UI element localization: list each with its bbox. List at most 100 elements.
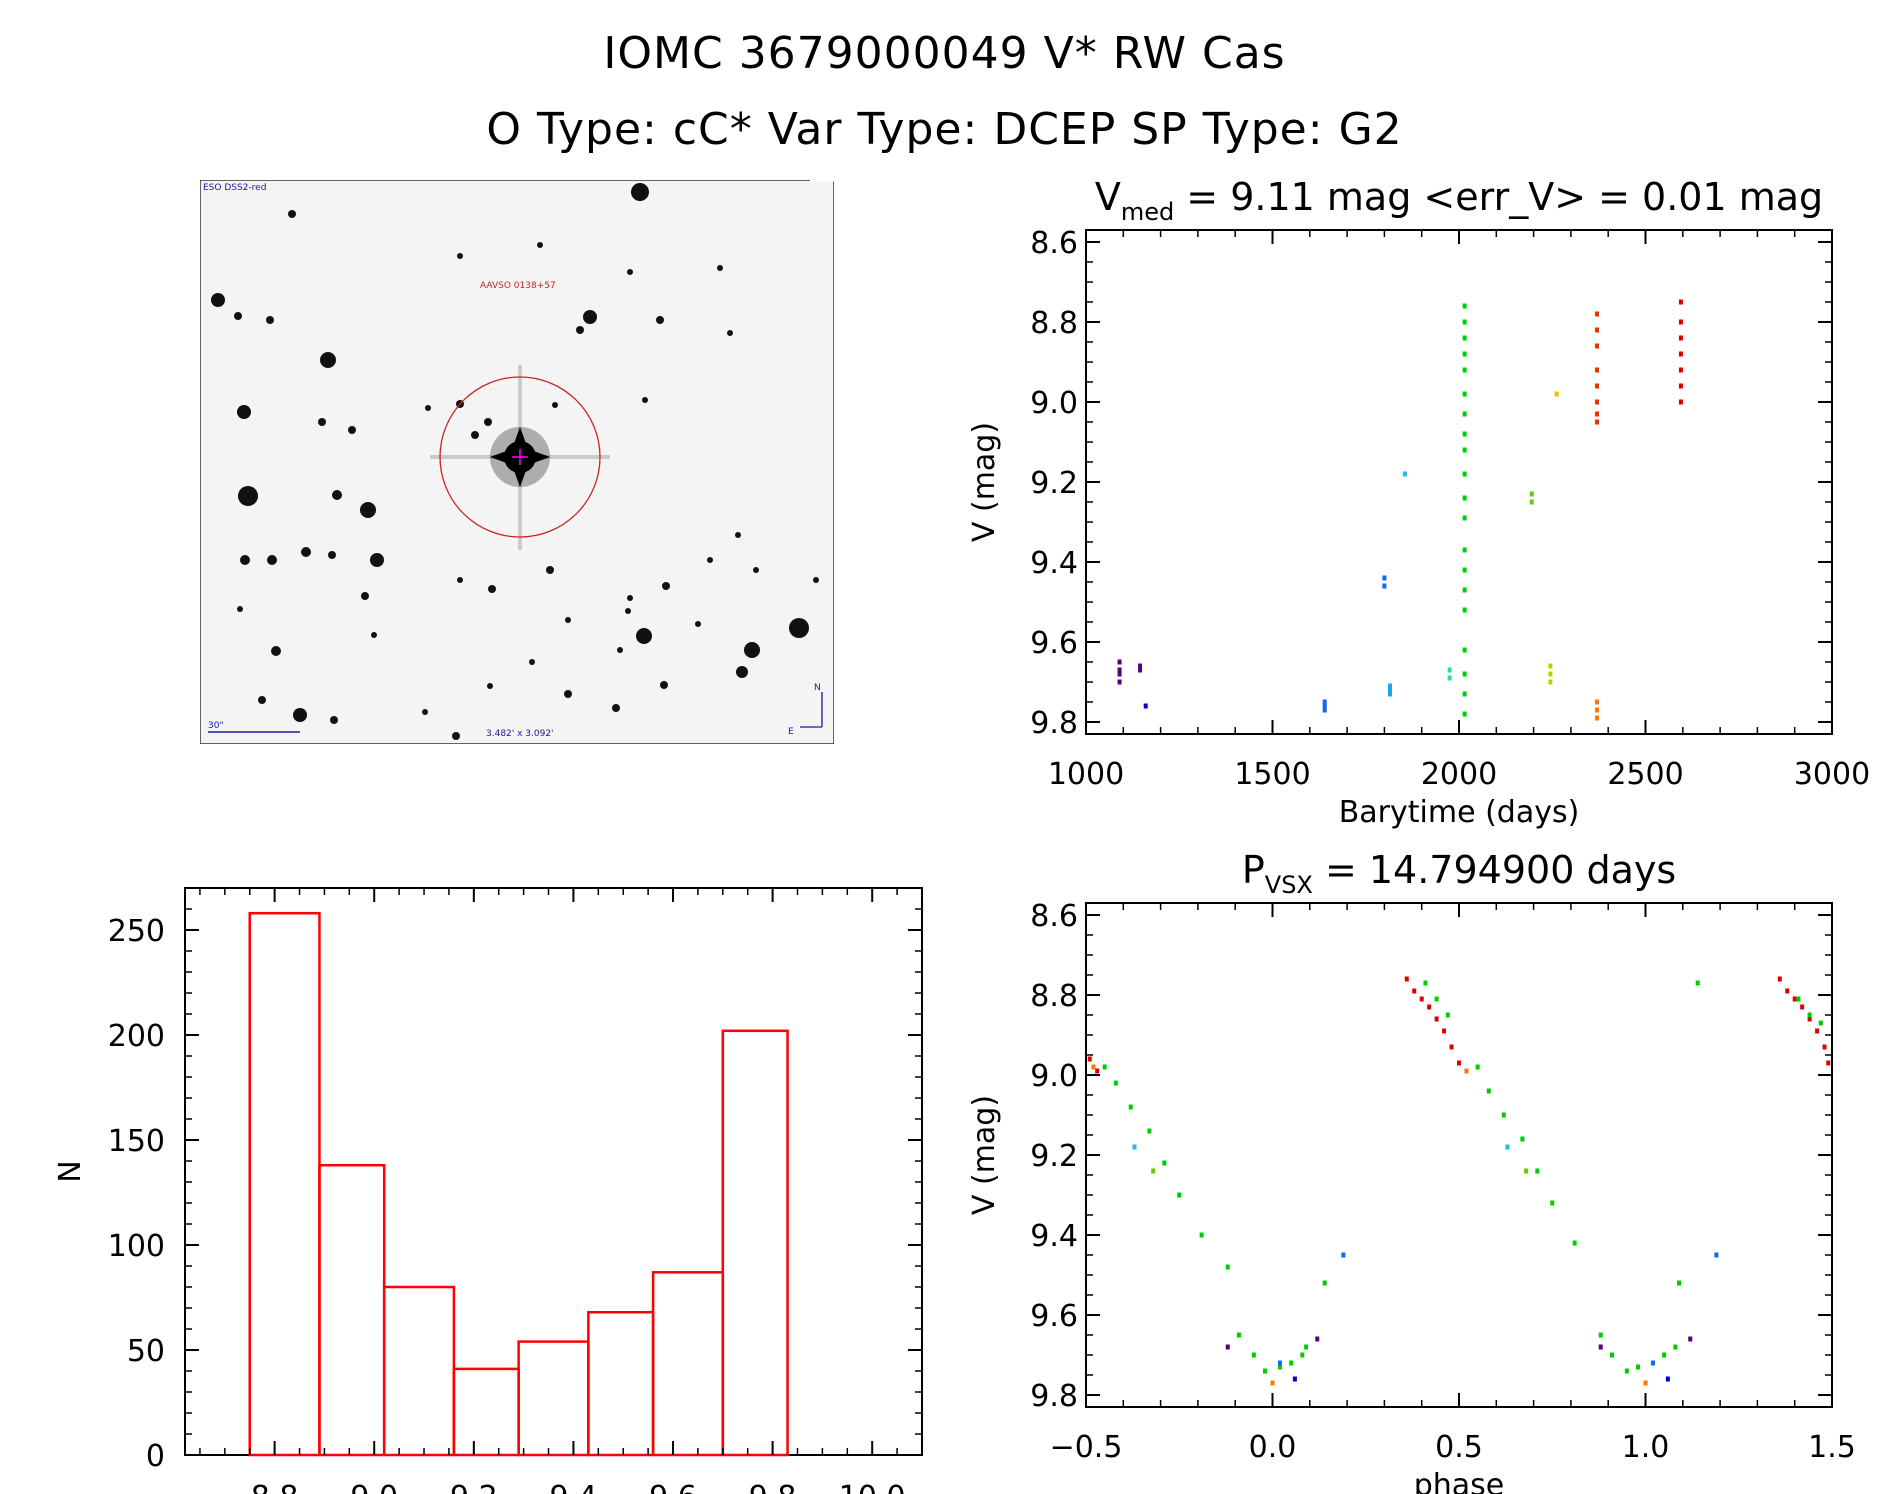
x-axis-label: phase	[1414, 1468, 1505, 1494]
star-icon	[546, 566, 554, 574]
star-icon	[330, 716, 338, 724]
y-tick-label: 9.8	[1030, 1379, 1078, 1414]
data-point	[1462, 319, 1467, 325]
data-point	[1678, 319, 1683, 325]
data-point	[1598, 1332, 1603, 1338]
data-point	[1688, 1336, 1693, 1342]
histogram-bar	[382, 1285, 456, 1457]
data-point	[1678, 335, 1683, 341]
star-icon	[631, 183, 649, 201]
data-point	[1595, 399, 1600, 405]
data-point	[1800, 1004, 1805, 1010]
star-icon	[457, 577, 463, 583]
star-icon	[627, 595, 633, 601]
data-point	[1785, 988, 1790, 994]
star-icon	[552, 402, 558, 408]
star-icon	[735, 532, 741, 538]
star-icon	[537, 242, 543, 248]
star-icon	[328, 551, 336, 559]
y-tick-label: 9.0	[1030, 386, 1078, 421]
data-point	[1535, 1168, 1540, 1174]
data-point	[1095, 1068, 1100, 1074]
y-tick-label: 8.8	[1030, 306, 1078, 341]
data-point	[1147, 1128, 1152, 1134]
data-point	[1132, 1144, 1137, 1150]
data-point	[1595, 343, 1600, 349]
star-icon	[707, 557, 713, 563]
y-tick-label: 9.2	[1030, 1139, 1078, 1174]
data-point	[1598, 1344, 1603, 1350]
y-tick-label: 9.0	[1030, 1059, 1078, 1094]
data-point	[1434, 1016, 1439, 1022]
histogram-bar	[517, 1340, 590, 1457]
data-point	[1225, 1344, 1230, 1350]
data-point	[1550, 1200, 1555, 1206]
data-point	[1501, 1112, 1506, 1118]
data-point	[1462, 515, 1467, 521]
data-point	[1777, 976, 1782, 982]
plot-frame	[1085, 902, 1833, 1408]
data-point	[1650, 1360, 1655, 1366]
star-icon	[471, 431, 479, 439]
data-point	[1225, 1264, 1230, 1270]
finder-chart: ESO DSS2-red AAVSO 0138+57 30" 3.482' x …	[200, 180, 834, 744]
data-point	[1595, 707, 1600, 713]
star-icon	[642, 397, 648, 403]
y-axis-label: N	[53, 1160, 88, 1182]
y-tick-label: 150	[108, 1124, 165, 1159]
star-icon	[789, 618, 809, 638]
star-icon	[727, 330, 733, 336]
histogram-bar	[318, 1163, 386, 1457]
data-point	[1572, 1240, 1577, 1246]
data-point	[1447, 675, 1452, 681]
data-point	[1714, 1252, 1719, 1258]
data-point	[1677, 1280, 1682, 1286]
data-point	[1128, 1104, 1133, 1110]
data-point	[1462, 495, 1467, 501]
data-point	[1462, 391, 1467, 397]
data-point	[1404, 976, 1409, 982]
histogram-bar	[587, 1310, 655, 1457]
data-point	[1595, 383, 1600, 389]
star-icon	[744, 642, 760, 658]
data-point	[1117, 679, 1122, 685]
star-icon	[361, 592, 369, 600]
data-point	[1315, 1336, 1320, 1342]
star-icon	[422, 709, 428, 715]
data-point	[1529, 491, 1534, 497]
x-tick-label: 9.4	[550, 1480, 598, 1494]
star-icon	[457, 253, 463, 259]
data-point	[1442, 1028, 1447, 1034]
star-icon	[370, 553, 384, 567]
histogram-bar	[452, 1367, 520, 1457]
x-tick-label: −0.5	[1050, 1430, 1123, 1465]
data-point	[1300, 1352, 1305, 1358]
star-icon	[360, 502, 376, 518]
histogram-chart: 8.89.09.29.49.69.810.0050100150200250V (…	[53, 887, 923, 1494]
plot-frame	[1085, 229, 1833, 735]
star-icon	[660, 681, 668, 689]
data-point	[1678, 383, 1683, 389]
data-point	[1117, 667, 1122, 673]
star-icon	[332, 490, 342, 500]
x-tick-label: 9.2	[450, 1480, 498, 1494]
star-icon	[267, 555, 277, 565]
data-point	[1251, 1352, 1256, 1358]
data-point	[1464, 1068, 1469, 1074]
data-point	[1138, 663, 1143, 669]
histogram-bar	[651, 1271, 725, 1457]
x-tick-label: 10.0	[839, 1480, 906, 1494]
data-point	[1678, 299, 1683, 305]
data-point	[1486, 1088, 1491, 1094]
star-field	[211, 183, 819, 740]
data-point	[1277, 1360, 1282, 1366]
fov-label: 3.482' x 3.092'	[486, 729, 554, 739]
data-point	[1387, 687, 1392, 693]
x-tick-label: 9.0	[350, 1480, 398, 1494]
y-tick-label: 9.4	[1030, 546, 1078, 581]
data-point	[1462, 335, 1467, 341]
data-point	[1447, 667, 1452, 673]
survey-label: ESO DSS2-red	[203, 183, 266, 193]
data-point	[1678, 399, 1683, 405]
star-icon	[237, 405, 251, 419]
